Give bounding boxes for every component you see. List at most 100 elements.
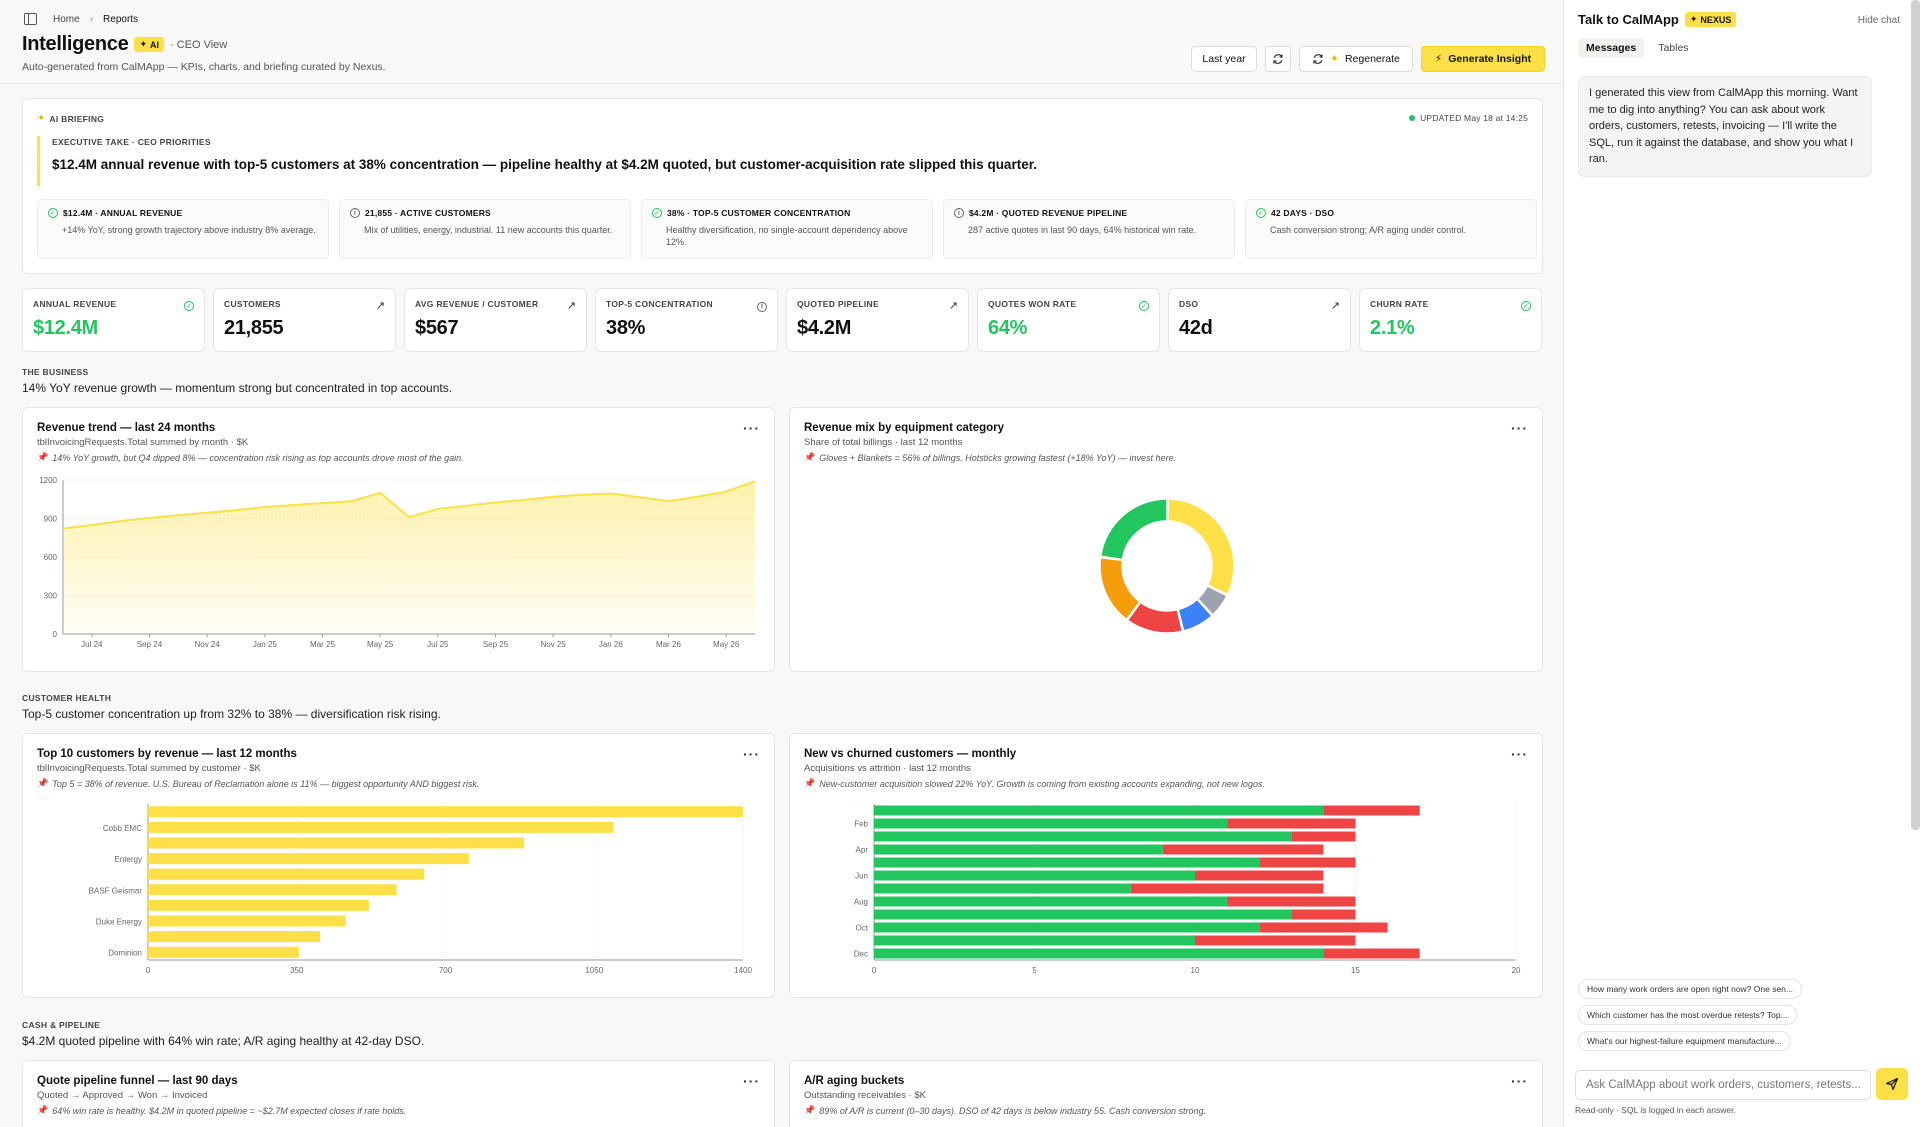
section-label: THE BUSINESS bbox=[22, 367, 89, 377]
customer-bar bbox=[148, 853, 469, 865]
pin-icon: 📌 bbox=[37, 1105, 49, 1115]
kpi-avg-revenue[interactable]: AVG REVENUE / CUSTOMER $567 ↗ bbox=[404, 288, 587, 352]
kpi-value: 38% bbox=[606, 317, 646, 339]
regenerate-button[interactable]: ✦ Regenerate bbox=[1299, 46, 1413, 72]
more-options-button[interactable]: ··· bbox=[743, 746, 760, 762]
generate-insight-button[interactable]: ⚡ Generate Insight bbox=[1421, 46, 1545, 72]
chart-note: 📌 New-customer acquisition slowed 22% YoY… bbox=[804, 778, 1265, 789]
suggestion-chip[interactable]: How many work orders are open right now?… bbox=[1578, 979, 1802, 999]
month-label: Feb bbox=[854, 820, 868, 829]
status-dot-icon bbox=[1409, 115, 1416, 121]
sidebar-toggle-icon[interactable] bbox=[24, 13, 37, 25]
regenerate-label: Regenerate bbox=[1344, 53, 1400, 65]
updated-label: UPDATED May 18 at 14:25 bbox=[1420, 113, 1528, 123]
stacked-bar-segment bbox=[1227, 818, 1356, 829]
breadcrumb-current: Reports bbox=[103, 13, 139, 25]
more-options-button[interactable]: ··· bbox=[743, 420, 760, 436]
chart-note-text: Gloves + Blankets = 56% of billings. Hot… bbox=[819, 452, 1176, 463]
kpi-quoted-pipeline[interactable]: QUOTED PIPELINE $4.2M ↗ bbox=[786, 288, 969, 352]
stacked-bar-segment bbox=[874, 896, 1228, 907]
chat-input[interactable] bbox=[1575, 1070, 1871, 1100]
section-label: CUSTOMER HEALTH bbox=[22, 693, 112, 703]
chart-title: A/R aging buckets bbox=[804, 1075, 905, 1087]
chart-note: 📌 64% win rate is healthy. $4.2M in quote… bbox=[37, 1105, 406, 1116]
trend-up-icon: ↗ bbox=[566, 300, 576, 312]
briefing-bullet: i 21,855 · ACTIVE CUSTOMERS Mix of utiliti… bbox=[339, 199, 631, 259]
bullet-body: Cash conversion strong; A/R aging under … bbox=[1270, 225, 1467, 235]
info-icon: i bbox=[350, 208, 360, 218]
kpi-top5-concentration[interactable]: TOP-5 CONCENTRATION 38% i bbox=[595, 288, 778, 352]
kpi-label: TOP-5 CONCENTRATION bbox=[606, 299, 713, 309]
more-options-button[interactable]: ··· bbox=[1511, 1073, 1528, 1089]
briefing-bullets: ✓ $12.4M · ANNUAL REVENUE +14% YoY, strong… bbox=[37, 199, 1537, 259]
chart-subtitle: tblInvoicingRequests.Total summed by mon… bbox=[37, 437, 249, 448]
customer-label: Dominion bbox=[108, 949, 142, 958]
section-cash-pipeline: CASH & PIPELINE $4.2M quoted pipeline wi… bbox=[22, 1020, 424, 1048]
more-options-button[interactable]: ··· bbox=[743, 1073, 760, 1089]
x-tick-label: Nov 24 bbox=[194, 640, 220, 649]
new-vs-churned-chart: 0 5 10 15 20 Feb Apr Jun Aug Oct Dec bbox=[854, 804, 1521, 975]
donut-slice bbox=[1177, 598, 1213, 632]
suggestion-chip[interactable]: Which customer has the most overdue rete… bbox=[1578, 1005, 1797, 1025]
send-button[interactable] bbox=[1876, 1068, 1908, 1100]
kpi-label: ANNUAL REVENUE bbox=[33, 299, 117, 309]
month-label: Oct bbox=[856, 924, 869, 933]
sparkle-icon: ✦ bbox=[139, 39, 147, 49]
x-tick-label: 1400 bbox=[734, 966, 752, 975]
x-tick-label: Mar 26 bbox=[656, 640, 681, 649]
bullet-body: 287 active quotes in last 90 days, 64% h… bbox=[968, 225, 1197, 235]
period-select[interactable]: Last year bbox=[1191, 46, 1257, 72]
executive-take: EXECUTIVE TAKE · CEO PRIORITIES $12.4M a… bbox=[37, 136, 1037, 186]
chart-note-text: Top 5 = 38% of revenue. U.S. Bureau of R… bbox=[52, 778, 480, 789]
section-text: Top-5 customer concentration up from 32%… bbox=[22, 707, 441, 721]
executive-take-label: EXECUTIVE TAKE · CEO PRIORITIES bbox=[52, 137, 211, 147]
bullet-body: +14% YoY, strong growth trajectory above… bbox=[62, 225, 316, 235]
tab-tables[interactable]: Tables bbox=[1658, 42, 1689, 54]
refresh-button[interactable] bbox=[1265, 46, 1291, 72]
x-tick-label: Nov 25 bbox=[540, 640, 566, 649]
trend-up-icon: ↗ bbox=[375, 300, 385, 312]
kpi-value: 42d bbox=[1179, 317, 1213, 339]
chart-title: New vs churned customers — monthly bbox=[804, 748, 1017, 760]
chat-tabs: Messages Tables bbox=[1578, 38, 1697, 58]
send-icon bbox=[1885, 1077, 1899, 1091]
month-label: Apr bbox=[856, 846, 869, 855]
x-tick-label: Mar 25 bbox=[310, 640, 335, 649]
breadcrumb: Home › Reports bbox=[24, 13, 138, 25]
kpi-dso[interactable]: DSO 42d ↗ bbox=[1168, 288, 1351, 352]
bullet-title: 38% · TOP-5 CUSTOMER CONCENTRATION bbox=[667, 208, 851, 218]
stacked-bar-segment bbox=[1195, 870, 1324, 881]
view-label: · CEO View bbox=[169, 38, 228, 51]
tab-messages[interactable]: Messages bbox=[1578, 38, 1645, 58]
section-label: CASH & PIPELINE bbox=[22, 1020, 101, 1030]
header-actions: Last year ✦ Regenerate ⚡ Generate Insigh… bbox=[1191, 46, 1545, 72]
kpi-customers[interactable]: CUSTOMERS 21,855 ↗ bbox=[213, 288, 396, 352]
stacked-bar-segment bbox=[874, 870, 1195, 881]
revenue-trend-card: Revenue trend — last 24 months tblInvoic… bbox=[22, 407, 775, 672]
stacked-bar-segment bbox=[874, 909, 1292, 920]
kpi-quotes-won-rate[interactable]: QUOTES WON RATE 64% ✓ bbox=[977, 288, 1160, 352]
info-icon: i bbox=[954, 208, 964, 218]
donut-slice bbox=[1167, 498, 1235, 596]
trend-up-icon: ↗ bbox=[1330, 300, 1340, 312]
month-label: Dec bbox=[854, 950, 868, 959]
scrollbar[interactable] bbox=[1911, 0, 1920, 830]
breadcrumb-home[interactable]: Home bbox=[53, 13, 80, 25]
stacked-bar-segment bbox=[1291, 909, 1356, 920]
section-text: $4.2M quoted pipeline with 64% win rate;… bbox=[22, 1034, 425, 1048]
suggestion-chip[interactable]: What's our highest-failure equipment man… bbox=[1578, 1031, 1791, 1051]
bullet-body: Healthy diversification, no single-accou… bbox=[666, 225, 908, 248]
kpi-annual-revenue[interactable]: ANNUAL REVENUE $12.4M ✓ bbox=[22, 288, 205, 352]
refresh-icon bbox=[1273, 54, 1283, 64]
kpi-churn-rate[interactable]: CHURN RATE 2.1% ✓ bbox=[1359, 288, 1542, 352]
stacked-bar-segment bbox=[874, 805, 1324, 816]
new-vs-churned-card: New vs churned customers — monthly Acqui… bbox=[789, 733, 1543, 998]
donut-slice bbox=[1196, 584, 1229, 616]
hide-chat-button[interactable]: Hide chat bbox=[1857, 15, 1900, 26]
chat-header: Talk to CalMApp ✦ NEXUS bbox=[1578, 12, 1737, 27]
x-tick-label: Jan 26 bbox=[599, 640, 624, 649]
x-tick-label: Sep 25 bbox=[483, 640, 509, 649]
more-options-button[interactable]: ··· bbox=[1511, 420, 1528, 436]
x-tick-label: 5 bbox=[1032, 966, 1037, 975]
more-options-button[interactable]: ··· bbox=[1511, 746, 1528, 762]
